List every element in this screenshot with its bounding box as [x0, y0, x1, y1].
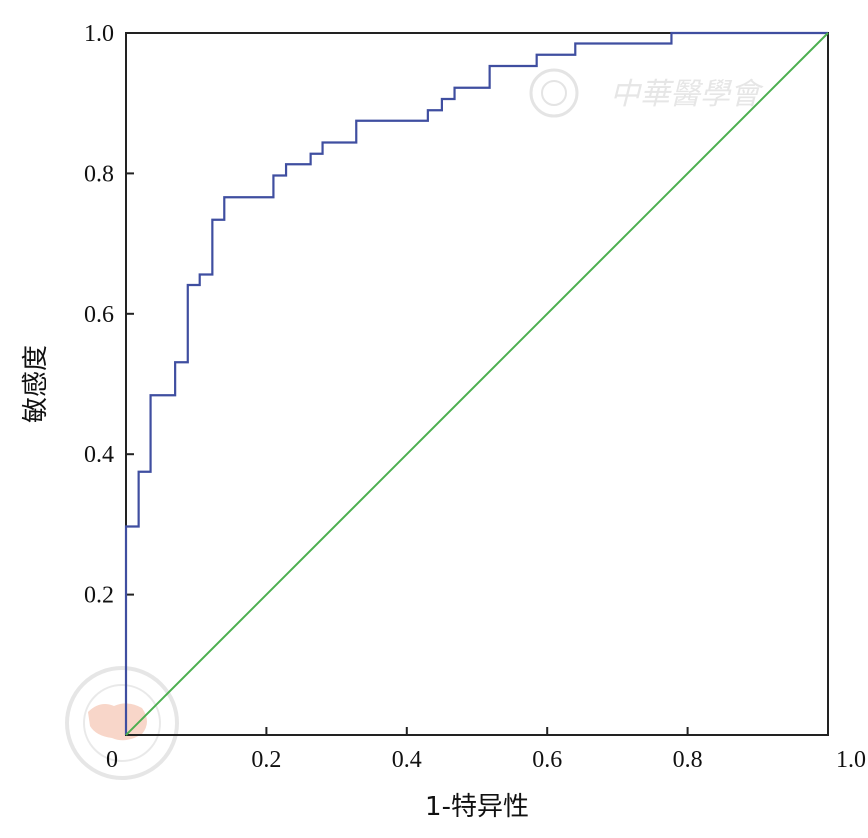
y-axis-title: 敏感度: [21, 345, 51, 423]
x-tick-label: 0.6: [532, 747, 562, 773]
y-tick-label: 0.6: [84, 302, 114, 328]
watermark-top-right: 中華醫學會: [531, 70, 764, 116]
x-tick-label: 1.0: [836, 747, 866, 773]
x-axis-title: 1-特异性: [425, 792, 529, 822]
x-tick-label: 0: [106, 747, 118, 773]
x-tick-label: 0.2: [251, 747, 281, 773]
x-tick-label: 0.4: [392, 747, 422, 773]
y-tick-label: 0.8: [84, 161, 114, 187]
x-tick-label: 0.8: [673, 747, 703, 773]
y-tick-label: 0.2: [84, 583, 114, 609]
y-tick-label: 0.4: [84, 442, 114, 468]
y-tick-label: 1.0: [84, 21, 114, 47]
series-layer: [126, 33, 828, 735]
reference-diagonal-line: [126, 33, 828, 735]
seal-icon: [531, 70, 577, 116]
watermark-seal: [67, 668, 177, 778]
watermark-text: 中華醫學會: [610, 77, 764, 112]
